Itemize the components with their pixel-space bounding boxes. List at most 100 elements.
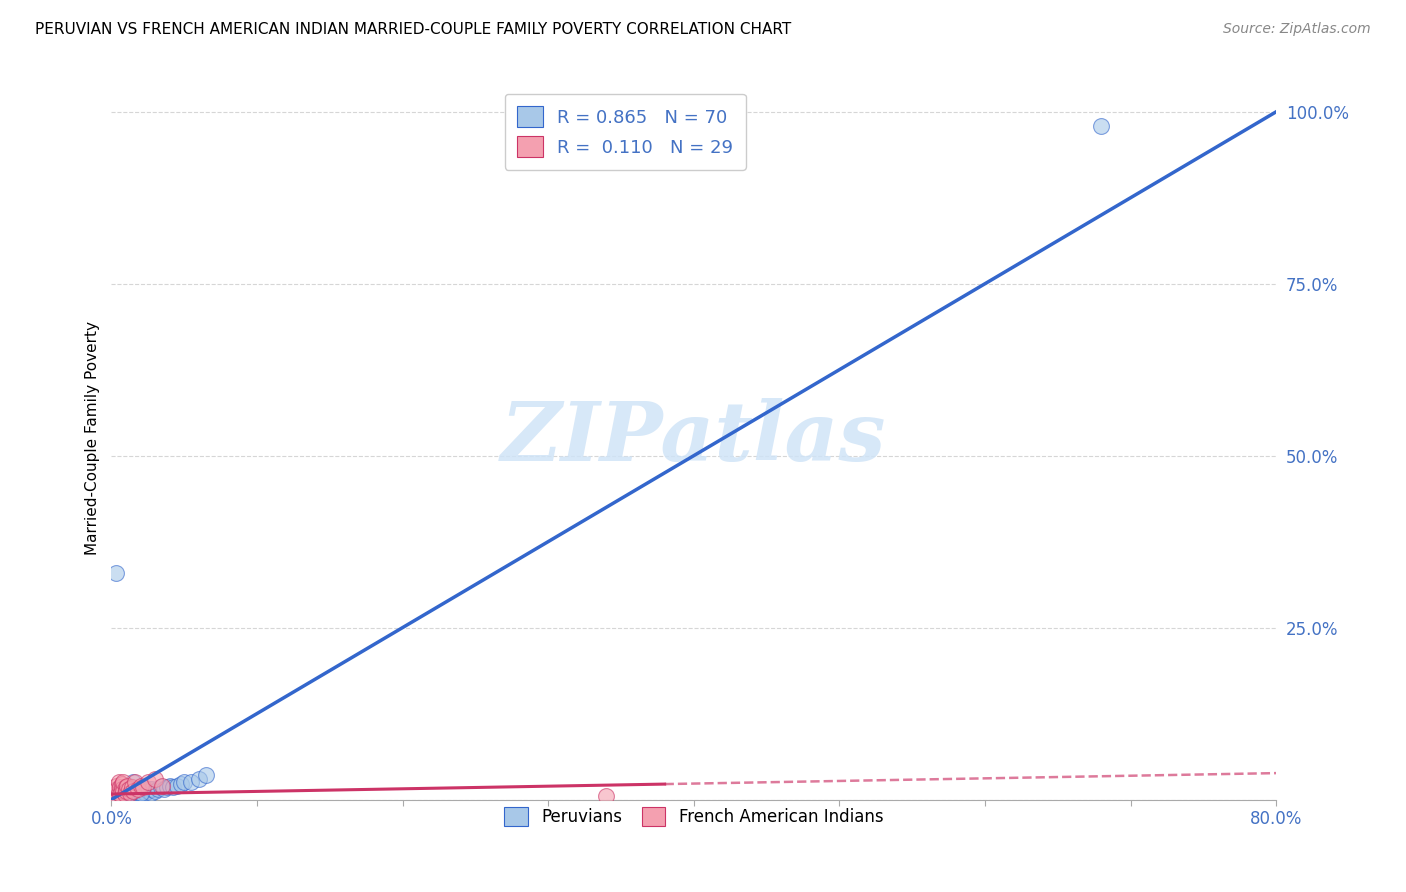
Point bbox=[105, 787, 128, 801]
Point bbox=[139, 786, 162, 800]
Point bbox=[110, 787, 132, 801]
Legend: Peruvians, French American Indians: Peruvians, French American Indians bbox=[496, 798, 891, 835]
Point bbox=[104, 779, 127, 793]
Point bbox=[153, 782, 176, 797]
Point bbox=[104, 784, 127, 798]
Point bbox=[121, 782, 143, 797]
Point bbox=[127, 782, 149, 797]
Point bbox=[112, 775, 135, 789]
Point bbox=[104, 789, 127, 803]
Point bbox=[107, 789, 129, 803]
Point bbox=[118, 779, 141, 793]
Point bbox=[134, 786, 156, 800]
Point bbox=[118, 789, 141, 803]
Point bbox=[129, 782, 152, 797]
Point bbox=[107, 782, 129, 797]
Text: ZIPatlas: ZIPatlas bbox=[501, 399, 887, 478]
Point bbox=[108, 780, 131, 794]
Point bbox=[117, 779, 139, 793]
Point bbox=[103, 789, 125, 803]
Point bbox=[124, 775, 146, 789]
Point bbox=[120, 786, 142, 800]
Point bbox=[107, 784, 129, 798]
Point bbox=[146, 782, 169, 797]
Point bbox=[115, 780, 138, 794]
Point bbox=[107, 775, 129, 789]
Point bbox=[129, 786, 152, 800]
Point bbox=[115, 784, 138, 798]
Point bbox=[121, 787, 143, 801]
Point bbox=[115, 789, 138, 803]
Point bbox=[114, 786, 136, 800]
Point bbox=[107, 787, 129, 801]
Point bbox=[124, 789, 146, 803]
Point bbox=[135, 782, 157, 797]
Point bbox=[195, 768, 218, 782]
Point bbox=[1090, 119, 1112, 133]
Point bbox=[170, 777, 193, 791]
Point bbox=[108, 787, 131, 801]
Point bbox=[108, 786, 131, 800]
Point bbox=[180, 775, 202, 789]
Point bbox=[136, 775, 159, 789]
Point bbox=[125, 787, 148, 801]
Y-axis label: Married-Couple Family Poverty: Married-Couple Family Poverty bbox=[86, 321, 100, 556]
Point bbox=[104, 566, 127, 580]
Point bbox=[122, 775, 145, 789]
Point bbox=[108, 789, 131, 803]
Point bbox=[127, 786, 149, 800]
Point bbox=[110, 789, 132, 803]
Point bbox=[108, 787, 131, 801]
Point bbox=[117, 789, 139, 803]
Point bbox=[131, 786, 153, 800]
Point bbox=[162, 780, 184, 794]
Point bbox=[112, 784, 135, 798]
Point bbox=[115, 782, 138, 797]
Point bbox=[150, 779, 173, 793]
Point bbox=[104, 787, 127, 801]
Point bbox=[115, 784, 138, 798]
Point bbox=[122, 786, 145, 800]
Point bbox=[110, 782, 132, 797]
Point bbox=[105, 789, 128, 803]
Point bbox=[105, 782, 128, 797]
Point bbox=[122, 789, 145, 803]
Point bbox=[159, 779, 181, 793]
Point bbox=[118, 786, 141, 800]
Point bbox=[129, 787, 152, 801]
Point bbox=[129, 779, 152, 793]
Point bbox=[120, 787, 142, 801]
Point bbox=[173, 775, 195, 789]
Point bbox=[124, 784, 146, 798]
Point bbox=[105, 789, 128, 803]
Text: PERUVIAN VS FRENCH AMERICAN INDIAN MARRIED-COUPLE FAMILY POVERTY CORRELATION CHA: PERUVIAN VS FRENCH AMERICAN INDIAN MARRI… bbox=[35, 22, 792, 37]
Point bbox=[112, 787, 135, 801]
Point bbox=[595, 789, 617, 803]
Point bbox=[117, 786, 139, 800]
Point bbox=[121, 780, 143, 794]
Point bbox=[110, 784, 132, 798]
Point bbox=[128, 784, 150, 798]
Point bbox=[138, 782, 160, 797]
Point bbox=[105, 786, 128, 800]
Point bbox=[143, 772, 166, 786]
Point bbox=[103, 787, 125, 801]
Point bbox=[115, 787, 138, 801]
Point bbox=[132, 780, 155, 794]
Point bbox=[114, 787, 136, 801]
Point bbox=[120, 784, 142, 798]
Point bbox=[107, 786, 129, 800]
Point bbox=[149, 780, 172, 794]
Point bbox=[112, 784, 135, 798]
Point bbox=[136, 784, 159, 798]
Point bbox=[112, 784, 135, 798]
Text: Source: ZipAtlas.com: Source: ZipAtlas.com bbox=[1223, 22, 1371, 37]
Point bbox=[112, 789, 135, 803]
Point bbox=[166, 779, 188, 793]
Point bbox=[141, 782, 163, 797]
Point bbox=[118, 782, 141, 797]
Point bbox=[114, 789, 136, 803]
Point bbox=[187, 772, 209, 786]
Point bbox=[132, 784, 155, 798]
Point bbox=[143, 784, 166, 798]
